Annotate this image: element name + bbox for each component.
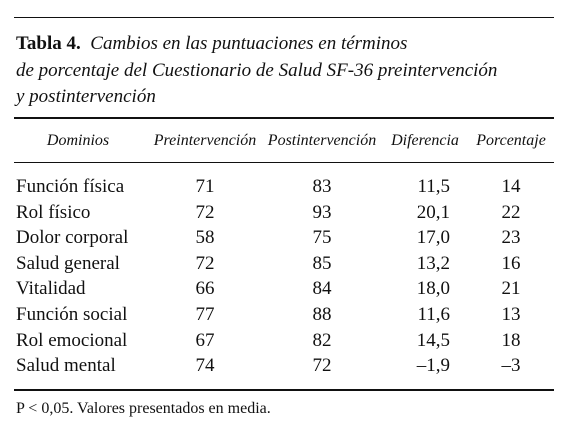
row-label: Salud general — [16, 252, 120, 274]
cell-value: 20,1 — [416, 201, 450, 223]
caption-text: Cambios en las puntuaciones en términos — [90, 33, 408, 54]
cell-value: 22 — [501, 201, 521, 223]
row-label: Función social — [16, 304, 128, 325]
row-label: Función física — [16, 176, 125, 197]
column-header: Preintervención — [153, 132, 257, 149]
cell-value: 13 — [501, 304, 521, 325]
cell-value: 17,0 — [416, 227, 450, 249]
bottom-rule — [14, 389, 554, 391]
row-label: Rol emocional — [16, 329, 128, 351]
cell-value: 82 — [312, 329, 332, 351]
cell-value: –1,9 — [416, 355, 450, 377]
header-bottom-rule — [14, 162, 554, 163]
row-label: Rol físico — [16, 201, 91, 223]
row-label: Dolor corporal — [16, 227, 129, 249]
cell-value: 16 — [501, 252, 521, 274]
cell-value: 83 — [312, 176, 332, 197]
cell-value: –3 — [501, 355, 521, 377]
cell-value: 85 — [312, 252, 332, 274]
cell-value: 72 — [195, 252, 215, 274]
cell-value: 58 — [195, 227, 215, 249]
row-label: Salud mental — [16, 355, 116, 377]
cell-value: 93 — [312, 201, 332, 223]
top-rule — [14, 17, 554, 18]
cell-value: 18,0 — [416, 278, 450, 300]
cell-value: 11,5 — [417, 176, 450, 197]
row-label: Vitalidad — [16, 278, 86, 300]
cell-value: 21 — [501, 278, 521, 300]
cell-value: 75 — [312, 227, 332, 249]
caption-line: de porcentaje del Cuestionario de Salud … — [16, 60, 498, 81]
table-label: Tabla 4. — [16, 33, 81, 54]
cell-value: 23 — [501, 227, 521, 249]
column-header: Diferencia — [391, 132, 459, 149]
column-header: Dominios — [46, 132, 110, 149]
caption-line: y postintervención — [16, 86, 156, 107]
cell-value: 74 — [195, 355, 215, 377]
cell-value: 72 — [312, 355, 332, 377]
cell-value: 14,5 — [416, 329, 450, 351]
cell-value: 18 — [501, 329, 521, 351]
cell-value: 67 — [195, 329, 215, 351]
cell-value: 77 — [195, 304, 215, 325]
cell-value: 66 — [195, 278, 215, 300]
cell-value: 84 — [312, 278, 332, 300]
header-rule — [14, 117, 554, 119]
caption-line: Tabla 4. Cambios en las puntuaciones en … — [16, 33, 407, 55]
cell-value: 71 — [195, 176, 215, 197]
cell-value: 13,2 — [416, 252, 450, 274]
cell-value: 14 — [501, 176, 521, 197]
column-header: Porcentaje — [476, 132, 546, 149]
cell-value: 88 — [312, 304, 332, 325]
footnote: P < 0,05. Valores presentados en media. — [16, 400, 271, 417]
cell-value: 11,6 — [417, 304, 450, 325]
cell-value: 72 — [195, 201, 215, 223]
column-header: Postintervención — [267, 132, 377, 149]
